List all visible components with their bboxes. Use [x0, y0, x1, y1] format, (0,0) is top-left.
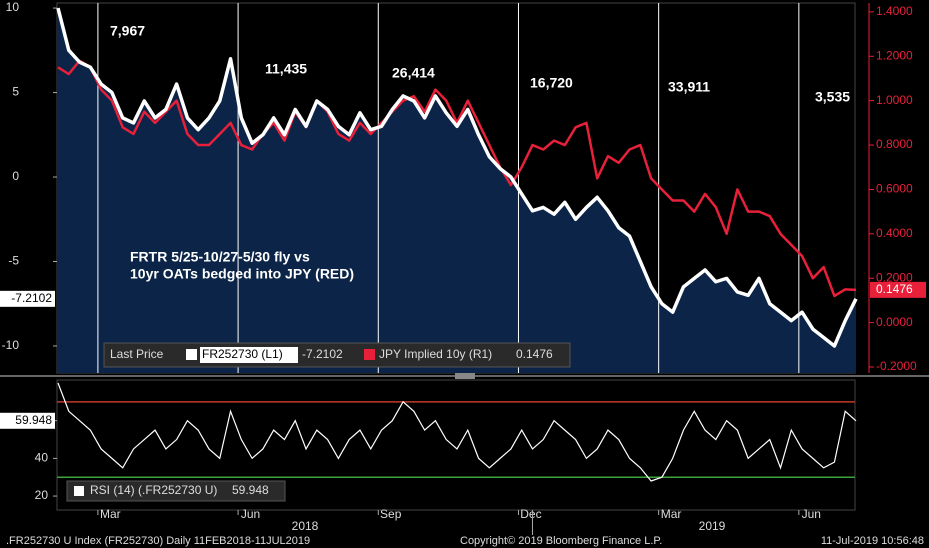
y-tick-label: -10: [2, 338, 20, 352]
legend-box: [103, 342, 571, 368]
y-tick-label: 40: [35, 451, 49, 465]
last-value: 59.948: [15, 413, 52, 427]
annotation: 11,435: [265, 61, 307, 77]
line: [56, 7, 858, 348]
annotation: 7,967: [110, 23, 145, 39]
x-tick-label: Jun: [802, 507, 821, 521]
x-tick-label: Mar: [661, 507, 682, 521]
y2-tick-label: 1.4000: [876, 4, 913, 18]
annotation: 3,535: [815, 89, 850, 105]
legend-title: Last Price: [110, 347, 164, 361]
y2-tick-label: 0.6000: [876, 182, 913, 196]
line: [57, 382, 857, 482]
y-tick-label: 20: [35, 488, 49, 502]
y2-tick-label: 0.8000: [876, 137, 913, 151]
y-tick-label: 5: [12, 85, 19, 99]
y2-tick-label: 1.2000: [876, 48, 913, 62]
line: [57, 59, 857, 298]
y-tick-label: 10: [6, 0, 20, 14]
legend-label: RSI (14) (.FR252730 U): [90, 483, 217, 497]
x-tick-label: Sep: [380, 507, 402, 521]
legend-swatch: [186, 349, 197, 360]
y2-tick-label: -0.2000: [876, 359, 917, 373]
area: [58, 8, 856, 374]
panel-handle: [455, 373, 475, 379]
footer-center: Copyright© 2019 Bloomberg Finance L.P.: [460, 535, 662, 547]
legend-box: [66, 480, 286, 502]
main-panel: 7,967 11,435 26,414 16,720 33,911 3,535 FRTR 5…: [0, 0, 926, 373]
x-group-label: 2019: [699, 519, 726, 533]
y2-tick-label: 0.4000: [876, 226, 913, 240]
legend-value: 0.1476: [516, 347, 553, 361]
last-value-box: [870, 281, 926, 298]
note: 10yr OATs bedged into JPY (RED): [130, 266, 354, 282]
legend-swatch: [364, 349, 375, 360]
last-value-box: [0, 290, 55, 307]
legend-value: 59.948: [232, 483, 269, 497]
annotation: 33,911: [668, 79, 710, 95]
x-tick-label: Dec: [520, 507, 541, 521]
annotation: 26,414: [392, 65, 435, 81]
legend-highlight: [200, 347, 298, 363]
x-group-label: 2018: [292, 519, 319, 533]
legend-value: -7.2102: [302, 347, 343, 361]
note: FRTR 5/25-10/27-5/30 fly vs: [130, 249, 310, 265]
y2-tick-label: 0.0000: [876, 315, 913, 329]
y-tick-label: -5: [8, 254, 19, 268]
footer-right: 11-Jul-2019 10:56:48: [821, 535, 924, 547]
y2-tick-label: 1.0000: [876, 93, 913, 107]
y2-tick-label: 0.2000: [876, 270, 913, 284]
legend-label: JPY Implied 10y (R1): [379, 347, 492, 361]
legend-label: FR252730 (L1): [202, 347, 283, 361]
annotation: 16,720: [530, 75, 573, 91]
x-tick-label: Jun: [241, 507, 260, 521]
last-value-box: [0, 412, 55, 429]
footer-left: .FR252730 U Index (FR252730) Daily 11FEB…: [6, 535, 310, 547]
last-value: -7.2102: [11, 291, 52, 305]
x-tick-label: Mar: [100, 507, 121, 521]
legend-swatch: [74, 486, 84, 496]
rsi-frame: [56, 379, 856, 511]
y-tick-label: 0: [12, 169, 19, 183]
last-value: 0.1476: [876, 282, 913, 296]
